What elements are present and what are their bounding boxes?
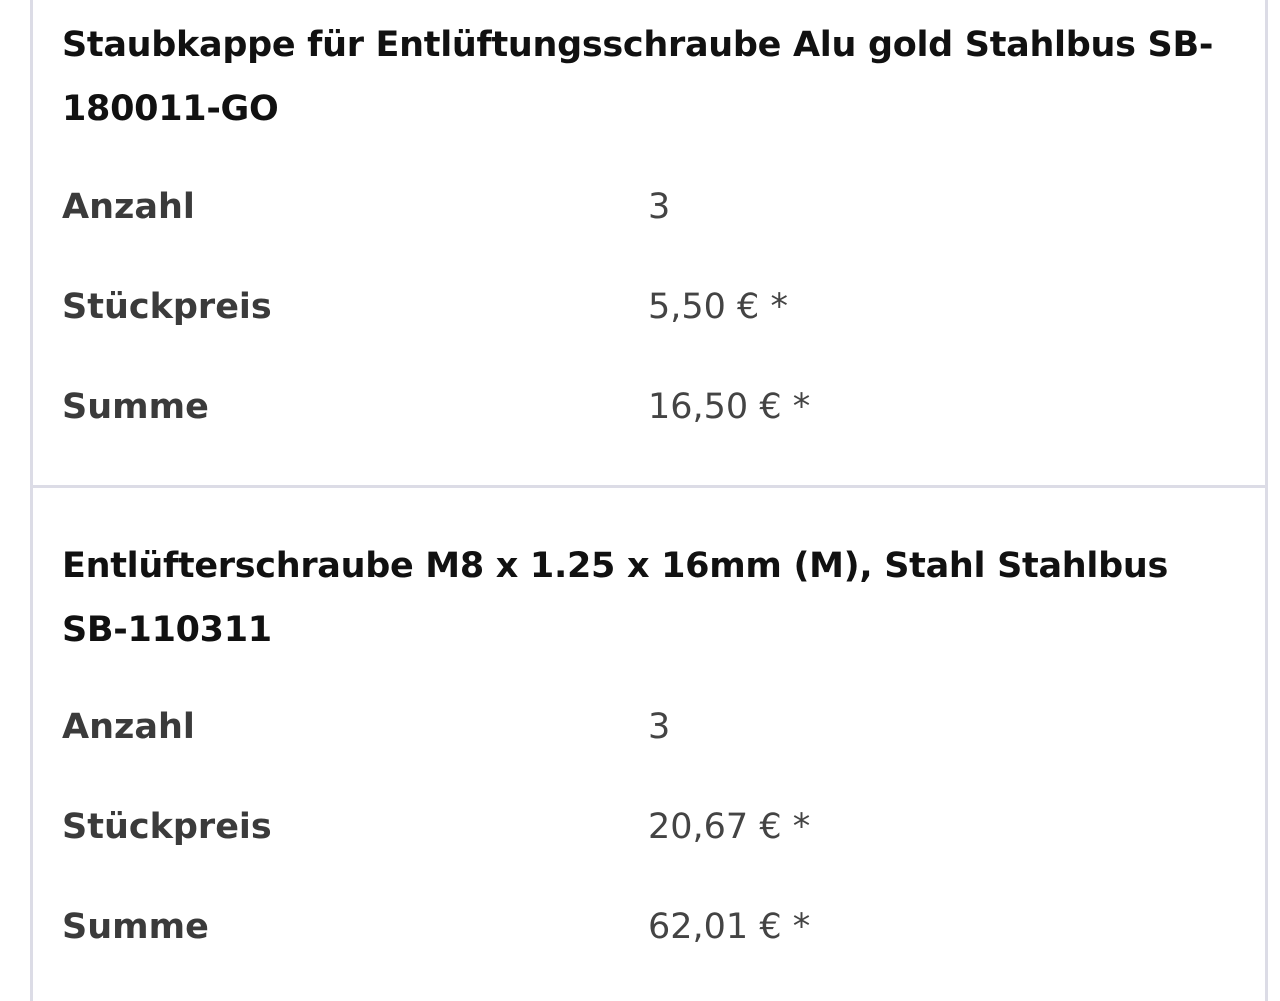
unit-price-row: Stückpreis 5,50 € * <box>62 277 1242 337</box>
sum-row: Summe 62,01 € * <box>62 897 1242 957</box>
item-divider <box>30 485 1265 488</box>
quantity-label: Anzahl <box>62 187 195 227</box>
cart-items-container <box>30 0 1268 1001</box>
unit-price-label: Stückpreis <box>62 807 272 847</box>
quantity-row: Anzahl 3 <box>62 177 1242 237</box>
quantity-value: 3 <box>648 187 671 227</box>
sum-value: 62,01 € * <box>648 907 811 947</box>
unit-price-value: 20,67 € * <box>648 807 811 847</box>
sum-label: Summe <box>62 907 209 947</box>
quantity-value: 3 <box>648 707 671 747</box>
unit-price-label: Stückpreis <box>62 287 272 327</box>
sum-value: 16,50 € * <box>648 387 811 427</box>
unit-price-value: 5,50 € * <box>648 287 788 327</box>
sum-label: Summe <box>62 387 209 427</box>
unit-price-row: Stückpreis 20,67 € * <box>62 797 1242 857</box>
product-title[interactable]: Staubkappe für Entlüftungsschraube Alu g… <box>62 25 1214 129</box>
quantity-label: Anzahl <box>62 707 195 747</box>
sum-row: Summe 16,50 € * <box>62 377 1242 437</box>
product-title[interactable]: Entlüfterschraube M8 x 1.25 x 16mm (M), … <box>62 546 1168 650</box>
quantity-row: Anzahl 3 <box>62 697 1242 757</box>
